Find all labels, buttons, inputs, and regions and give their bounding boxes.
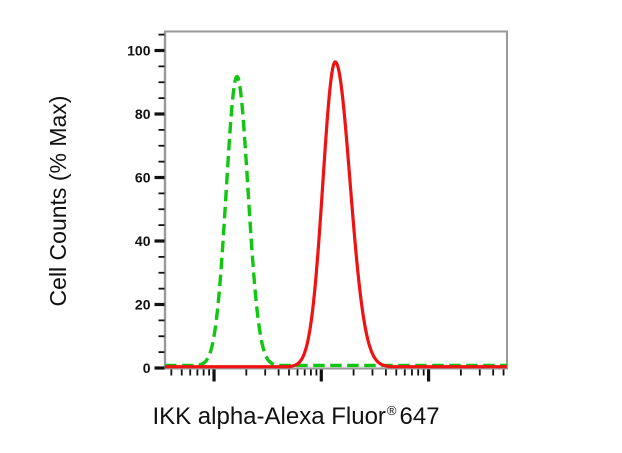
y-tick-label: 0 — [143, 360, 151, 376]
y-tick-label: 100 — [127, 43, 151, 59]
y-axis-title: Cell Counts (% Max) — [45, 95, 71, 307]
x-axis-title-text: IKK alpha-Alexa Fluor — [152, 403, 386, 430]
y-tick-label: 80 — [135, 106, 151, 122]
registered-trademark-icon: ® — [386, 403, 397, 418]
y-tick-label: 40 — [135, 233, 151, 249]
red-solid-curve — [164, 60, 508, 369]
y-tick-label: 60 — [135, 170, 151, 186]
x-axis-title-number: 647 — [399, 403, 440, 430]
x-axis-title: IKK alpha-Alexa Fluor® 647 — [96, 403, 496, 431]
green-dashed-curve — [163, 74, 508, 368]
y-tick-label: 20 — [135, 297, 151, 313]
